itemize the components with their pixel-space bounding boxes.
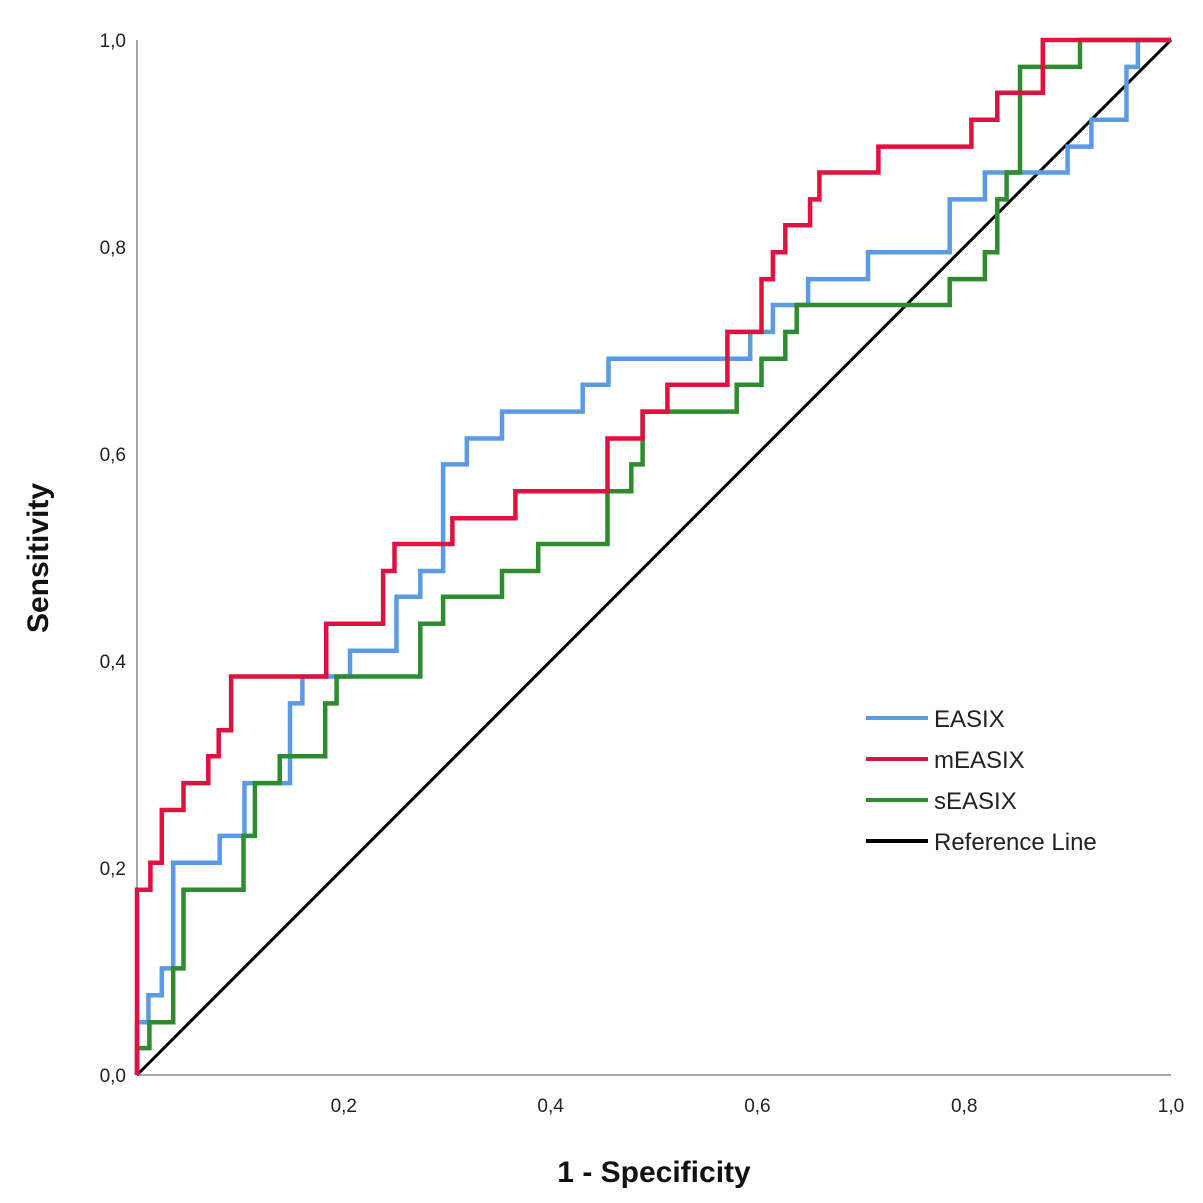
legend-label: EASIX: [934, 706, 1005, 733]
y-tick-label: 0,2: [100, 859, 126, 880]
legend-item: EASIX: [866, 706, 1005, 733]
x-tick-label: 0,2: [331, 1096, 357, 1117]
x-tick-labels: 0,2 0,4 0,6 0,8 1,0: [331, 1096, 1185, 1117]
x-axis-title: 1 - Specificity: [557, 1156, 751, 1189]
y-axis-title: Sensitivity: [22, 483, 55, 633]
y-tick-labels: 0,0 0,2 0,4 0,6 0,8 1,0: [100, 31, 127, 1087]
x-tick-label: 0,4: [537, 1096, 564, 1117]
y-tick-label: 0,8: [100, 238, 126, 259]
legend-label: mEASIX: [934, 747, 1025, 774]
x-tick-label: 0,6: [744, 1096, 770, 1117]
x-tick-label: 1,0: [1158, 1096, 1184, 1117]
legend-item: sEASIX: [866, 788, 1017, 815]
legend: EASIX mEASIX sEASIX Reference Line: [866, 706, 1097, 856]
x-tick-label: 0,8: [951, 1096, 977, 1117]
legend-item: Reference Line: [866, 829, 1097, 856]
series-group: [134, 37, 1173, 1077]
legend-label: sEASIX: [934, 788, 1017, 815]
legend-item: mEASIX: [866, 747, 1025, 774]
y-tick-label: 1,0: [100, 31, 126, 52]
series-line-reference-line: [135, 38, 1173, 1077]
y-tick-label: 0,0: [100, 1066, 126, 1087]
series-line-seasix: [134, 37, 1171, 1075]
y-tick-label: 0,4: [100, 652, 127, 673]
legend-label: Reference Line: [934, 829, 1097, 856]
y-tick-label: 0,6: [100, 445, 126, 466]
series-line-measix: [134, 37, 1171, 1075]
